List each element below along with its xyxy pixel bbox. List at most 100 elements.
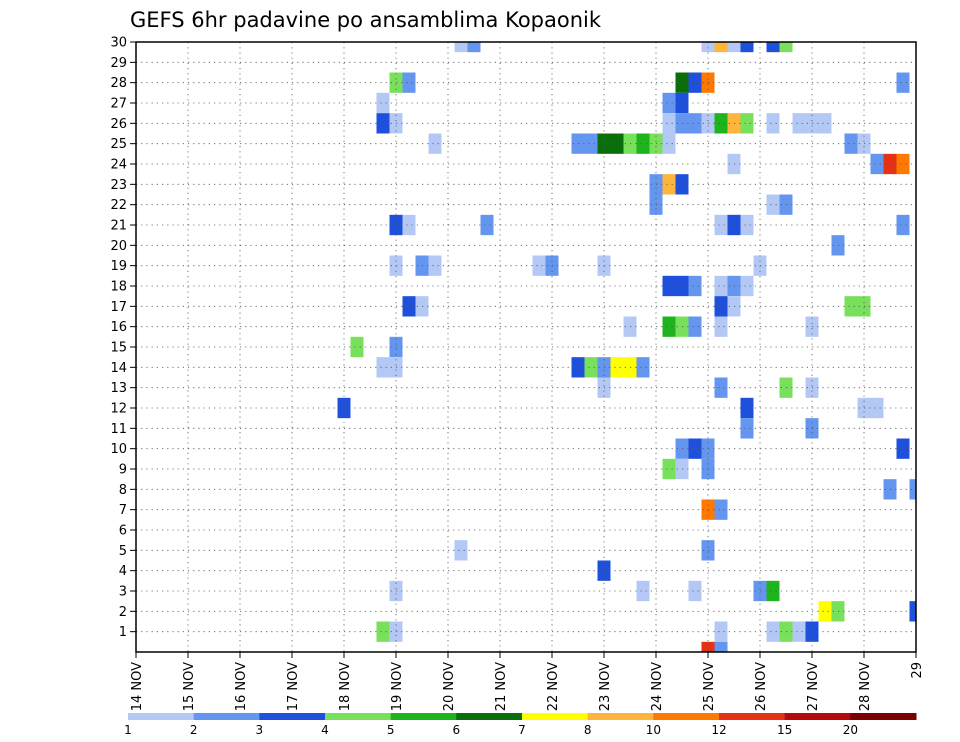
- heatmap-cell: [584, 357, 598, 378]
- heatmap-cell: [662, 275, 676, 297]
- heatmap-cell: [727, 42, 741, 53]
- heatmap-cell: [688, 580, 702, 602]
- y-tick-label: 30: [110, 36, 127, 51]
- legend-swatch: [259, 713, 326, 720]
- y-tick-label: 16: [110, 320, 127, 335]
- heatmap-cell: [779, 42, 793, 53]
- heatmap-cell: [714, 499, 728, 520]
- heatmap-cell: [428, 133, 442, 154]
- heatmap-cell: [428, 255, 442, 276]
- y-tick-label: 3: [119, 585, 127, 600]
- heatmap-cell: [870, 153, 884, 175]
- y-tick-label: 19: [110, 259, 127, 274]
- legend-label: 2: [190, 723, 198, 737]
- y-tick-label: 24: [110, 158, 127, 173]
- heatmap-cell: [714, 621, 728, 642]
- heatmap-cell: [909, 601, 916, 622]
- legend-label: 4: [321, 723, 329, 737]
- heatmap-cell: [662, 458, 676, 480]
- y-tick-label: 10: [110, 442, 127, 457]
- heatmap-cell: [740, 275, 754, 297]
- x-tick-label: 22 NOV: [546, 662, 561, 711]
- heatmap-cell: [714, 377, 728, 398]
- heatmap-cell: [662, 133, 676, 154]
- heatmap-cell: [636, 357, 650, 378]
- legend-label: 10: [646, 723, 661, 737]
- x-tick-label: 25 NOV: [702, 662, 717, 711]
- heatmap-cell: [376, 113, 390, 134]
- heatmap-cell: [714, 296, 728, 317]
- y-tick-label: 25: [110, 137, 127, 152]
- heatmap-cell: [467, 42, 481, 53]
- heatmap-cell: [532, 255, 546, 276]
- legend-label: 20: [843, 723, 858, 737]
- y-tick-label: 7: [119, 503, 127, 518]
- heatmap-cell: [376, 357, 390, 378]
- y-tick-label: 2: [119, 605, 127, 620]
- heatmap-cell: [740, 214, 754, 236]
- heatmap-cell: [688, 275, 702, 297]
- y-tick-label: 15: [110, 341, 127, 356]
- x-tick-label: 24 NOV: [650, 662, 665, 711]
- y-tick-label: 13: [110, 381, 127, 396]
- heatmap-cell: [662, 174, 676, 195]
- heatmap-cell: [714, 42, 728, 53]
- heatmap-cell: [766, 580, 780, 602]
- x-tick-label: 14 NOV: [130, 662, 145, 711]
- heatmap-cell: [792, 621, 806, 642]
- heatmap-cell: [636, 580, 650, 602]
- legend-swatch: [325, 713, 392, 720]
- x-tick-label: 21 NOV: [494, 662, 509, 711]
- x-tick-label: 15 NOV: [182, 662, 197, 711]
- legend-swatch: [128, 713, 195, 720]
- y-tick-label: 26: [110, 117, 127, 132]
- y-axis: 1234567891011121314151617181920212223242…: [110, 36, 136, 640]
- heatmap-cell: [701, 641, 715, 652]
- heatmap-cells: [337, 42, 916, 652]
- heatmap-cell: [714, 275, 728, 297]
- heatmap-cell: [350, 336, 364, 358]
- y-tick-label: 5: [119, 544, 127, 559]
- legend-label: 8: [584, 723, 592, 737]
- heatmap-cell: [766, 621, 780, 642]
- heatmap-cell: [688, 113, 702, 134]
- heatmap-cell: [454, 42, 468, 53]
- heatmap-cell: [896, 438, 910, 459]
- y-tick-label: 1: [119, 625, 127, 640]
- heatmap-cell: [701, 42, 715, 53]
- legend-swatch: [784, 713, 851, 720]
- legend-label: 7: [518, 723, 526, 737]
- heatmap-cell: [740, 42, 754, 53]
- legend-label: 6: [453, 723, 461, 737]
- heatmap-cell: [740, 418, 754, 439]
- heatmap-cell: [402, 214, 416, 236]
- heatmap-cell: [818, 601, 832, 622]
- heatmap-cell: [909, 479, 916, 500]
- heatmap-cell: [688, 72, 702, 93]
- y-tick-label: 12: [110, 402, 127, 417]
- y-tick-label: 27: [110, 97, 127, 112]
- heatmap-cell: [896, 153, 910, 175]
- y-tick-label: 28: [110, 76, 127, 91]
- x-tick-label: 16 NOV: [234, 662, 249, 711]
- heatmap-cell: [662, 316, 676, 337]
- heatmap-cell: [376, 92, 390, 114]
- x-tick-label: 28 NOV: [858, 662, 873, 711]
- y-tick-label: 4: [119, 564, 127, 579]
- legend-swatch: [522, 713, 589, 720]
- heatmap-cell: [714, 641, 728, 652]
- legend-swatch: [390, 713, 457, 720]
- heatmap-cell: [896, 214, 910, 236]
- legend-label: 5: [387, 723, 395, 737]
- heatmap-cell: [454, 540, 468, 561]
- heatmap-cell: [766, 194, 780, 215]
- heatmap-cell: [402, 72, 416, 93]
- y-tick-label: 20: [110, 239, 127, 254]
- legend-label: 1: [124, 723, 132, 737]
- heatmap-cell: [896, 72, 910, 93]
- x-tick-label: 17 NOV: [286, 662, 301, 711]
- heatmap-cell: [402, 296, 416, 317]
- x-tick-label: 19 NOV: [390, 662, 405, 711]
- x-tick-label: 27 NOV: [806, 662, 821, 711]
- heatmap-cell: [818, 113, 832, 134]
